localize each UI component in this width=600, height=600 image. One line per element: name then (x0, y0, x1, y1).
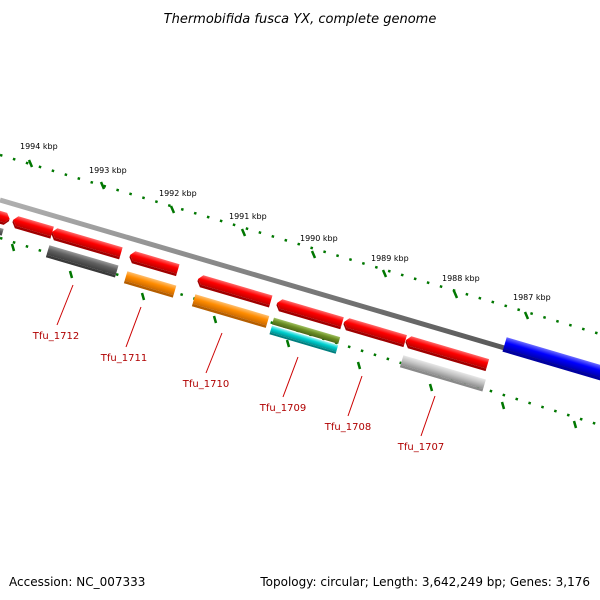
genome-summary-text: Topology: circular; Length: 3,642,249 bp… (259, 575, 590, 589)
leader-tfu-1712 (56, 284, 74, 326)
leader-tfu-1710 (205, 332, 223, 374)
gene-forward[interactable] (404, 335, 490, 372)
gene-rna[interactable] (502, 337, 600, 383)
inner-tick (500, 401, 506, 410)
kbp-label-1988: 1988 kbp (442, 274, 480, 283)
inner-ruler (0, 236, 600, 429)
inner-tick (10, 243, 16, 252)
kbp-tick-1989 (381, 269, 388, 278)
inner-tick (572, 420, 578, 429)
gene-label-tfu-1709[interactable]: Tfu_1709 (259, 403, 306, 414)
gene-forward[interactable] (11, 215, 54, 239)
gene-label-tfu-1711[interactable]: Tfu_1711 (100, 353, 147, 364)
kbp-tick-1994 (27, 159, 34, 168)
gene-feature-tfu-1712[interactable] (45, 245, 119, 278)
inner-tick (428, 383, 434, 392)
gene-feature-tfu-1709[interactable] (269, 325, 339, 354)
leader-tfu-1711 (125, 306, 142, 348)
inner-tick (140, 292, 146, 301)
gene-feature-tfu-1711[interactable] (123, 271, 177, 298)
kbp-label-1987: 1987 kbp (513, 293, 551, 302)
kbp-label-1989: 1989 kbp (371, 254, 409, 263)
gene-forward[interactable] (342, 317, 407, 348)
leader-tfu-1709 (282, 356, 299, 398)
gene-forward[interactable] (196, 274, 273, 308)
gene-label-tfu-1708[interactable]: Tfu_1708 (324, 422, 371, 433)
genome-backbone (0, 197, 600, 379)
gene-forward[interactable] (50, 227, 123, 260)
gene-feature-tfu-1707[interactable] (399, 355, 486, 392)
gene-label-leaders (56, 284, 436, 437)
gene-feature[interactable] (0, 226, 4, 236)
kbp-tick-1987 (523, 311, 530, 320)
kbp-label-1991: 1991 kbp (229, 212, 267, 221)
gene-label-tfu-1707[interactable]: Tfu_1707 (397, 442, 444, 453)
kbp-label-1994: 1994 kbp (20, 142, 58, 151)
inner-tick (212, 315, 218, 324)
accession-text: Accession: NC_007333 (9, 575, 145, 589)
gene-forward[interactable] (275, 298, 344, 330)
outer-ruler: 1994 kbp 1993 kbp 1992 kbp 1991 kbp 1990… (0, 142, 600, 336)
kbp-tick-1993 (99, 181, 106, 190)
map-title: Thermobifida fusca YX, complete genome (164, 12, 437, 27)
kbp-tick-1990 (310, 250, 317, 259)
gene-labels: Tfu_1712 Tfu_1711 Tfu_1710 Tfu_1709 Tfu_… (32, 331, 444, 453)
gene-label-tfu-1710[interactable]: Tfu_1710 (182, 379, 229, 390)
inner-tick (356, 361, 362, 370)
kbp-label-1992: 1992 kbp (159, 189, 197, 198)
kbp-tick-1991 (240, 228, 247, 237)
gene-forward[interactable] (128, 250, 180, 277)
kbp-tick-1988 (452, 290, 459, 299)
forward-strand-genes (0, 209, 600, 383)
kbp-label-1993: 1993 kbp (89, 166, 127, 175)
gene-label-tfu-1712[interactable]: Tfu_1712 (32, 331, 79, 342)
leader-tfu-1708 (347, 375, 363, 417)
gene-forward[interactable] (0, 209, 11, 226)
gene-feature-tfu-1709-olive[interactable] (272, 317, 341, 344)
inner-tick (285, 339, 291, 348)
leader-tfu-1707 (420, 395, 436, 437)
reverse-strand-genes (0, 226, 486, 392)
gene-feature-tfu-1710[interactable] (191, 294, 270, 328)
kbp-label-1990: 1990 kbp (300, 234, 338, 243)
kbp-tick-1992 (169, 205, 176, 214)
backbone-line (0, 197, 600, 379)
inner-tick (68, 270, 74, 279)
